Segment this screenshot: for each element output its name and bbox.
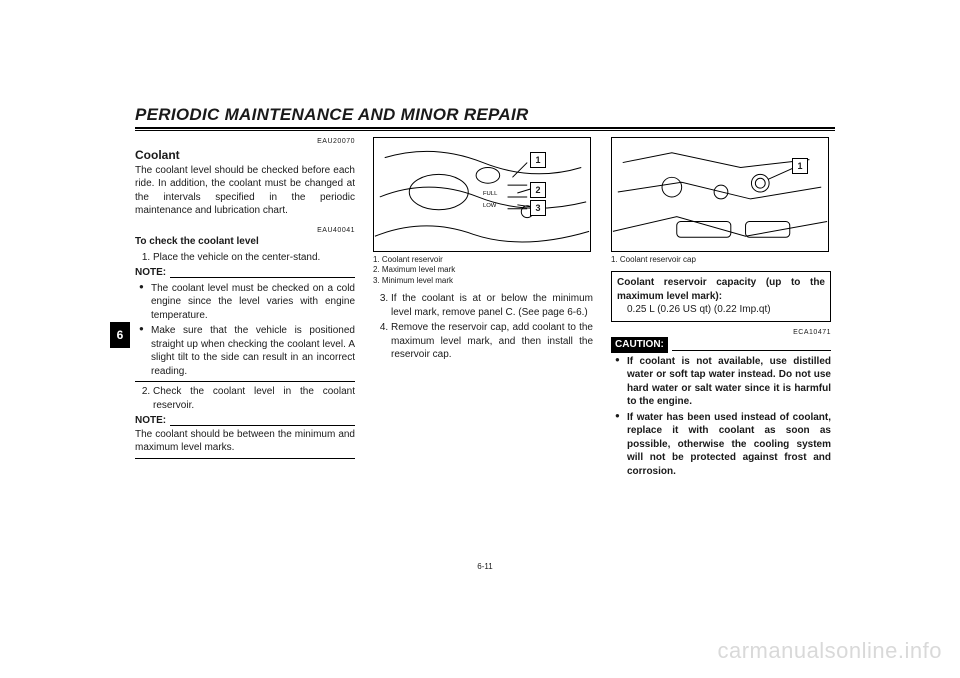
caution-label-row: CAUTION:: [611, 337, 831, 353]
caution-badge: CAUTION:: [611, 337, 668, 353]
step-list: Check the coolant level in the coolant r…: [135, 385, 355, 412]
caption-line: 1. Coolant reservoir: [373, 255, 593, 265]
note-label: NOTE:: [135, 266, 166, 280]
caption-line: 2. Maximum level mark: [373, 265, 593, 275]
callout-1: 1: [530, 152, 546, 168]
column-right: 1 1. Coolant reservoir cap Coolant reser…: [611, 137, 831, 480]
figure-reservoir: FULL LOW 1 2 3: [373, 137, 591, 252]
divider: [135, 458, 355, 459]
note-rule: [170, 425, 355, 426]
step-list: Place the vehicle on the center-stand.: [135, 251, 355, 265]
step-item: Place the vehicle on the center-stand.: [153, 251, 355, 265]
intro-paragraph: The coolant level should be checked befo…: [135, 164, 355, 218]
figure-reservoir-cap: 1: [611, 137, 829, 252]
spec-value: 0.25 L (0.26 US qt) (0.22 Imp.qt): [617, 303, 825, 317]
caution-rule: [672, 350, 831, 351]
reservoir-illustration: FULL LOW: [374, 138, 590, 251]
page-content: PERIODIC MAINTENANCE AND MINOR REPAIR EA…: [135, 105, 835, 480]
spec-box: Coolant reservoir capacity (up to the ma…: [611, 271, 831, 322]
bullet-item: The coolant level must be checked on a c…: [139, 282, 355, 323]
section-title: PERIODIC MAINTENANCE AND MINOR REPAIR: [135, 105, 835, 127]
figure-caption: 1. Coolant reservoir 2. Maximum level ma…: [373, 255, 593, 286]
note-label-row: NOTE:: [135, 414, 355, 428]
bullet-item: Make sure that the vehicle is positioned…: [139, 324, 355, 378]
caption-line: 1. Coolant reservoir cap: [611, 255, 831, 265]
step-item: Check the coolant level in the coolant r…: [153, 385, 355, 412]
low-label: LOW: [483, 203, 497, 209]
bullet-item: If water has been used instead of coolan…: [615, 411, 831, 479]
column-left: EAU20070 Coolant The coolant level shoul…: [135, 137, 355, 480]
step-list: If the coolant is at or below the minimu…: [373, 292, 593, 362]
ref-code: EAU20070: [135, 137, 355, 146]
watermark: carmanualsonline.info: [717, 638, 942, 664]
spec-title: Coolant reservoir capacity (up to the ma…: [617, 276, 825, 303]
step-item: If the coolant is at or below the minimu…: [391, 292, 593, 319]
callout-2: 2: [530, 182, 546, 198]
title-rule-heavy: [135, 127, 835, 129]
subheading-check-level: To check the coolant level: [135, 235, 355, 249]
caption-line: 3. Minimum level mark: [373, 276, 593, 286]
note-label-row: NOTE:: [135, 266, 355, 280]
column-middle: FULL LOW 1 2 3 1. Coolant reservoir 2. M…: [373, 137, 593, 480]
heading-coolant: Coolant: [135, 147, 355, 163]
title-rule-light: [135, 130, 835, 131]
callout-3: 3: [530, 200, 546, 216]
step-item: Remove the reservoir cap, add coolant to…: [391, 321, 593, 362]
full-label: FULL: [483, 191, 498, 197]
divider: [135, 381, 355, 382]
cap-illustration: [612, 138, 828, 251]
caution-bullets: If coolant is not available, use distill…: [611, 355, 831, 479]
figure-caption: 1. Coolant reservoir cap: [611, 255, 831, 265]
callout-1: 1: [792, 158, 808, 174]
bullet-item: If coolant is not available, use distill…: [615, 355, 831, 409]
chapter-tab: 6: [110, 322, 130, 348]
note-text: The coolant should be between the minimu…: [135, 428, 355, 455]
note-rule: [170, 277, 355, 278]
page-number: 6-11: [135, 562, 835, 571]
ref-code: EAU40041: [135, 226, 355, 235]
note-label: NOTE:: [135, 414, 166, 428]
note-bullets: The coolant level must be checked on a c…: [135, 282, 355, 379]
ref-code: ECA10471: [611, 328, 831, 337]
content-columns: EAU20070 Coolant The coolant level shoul…: [135, 137, 835, 480]
